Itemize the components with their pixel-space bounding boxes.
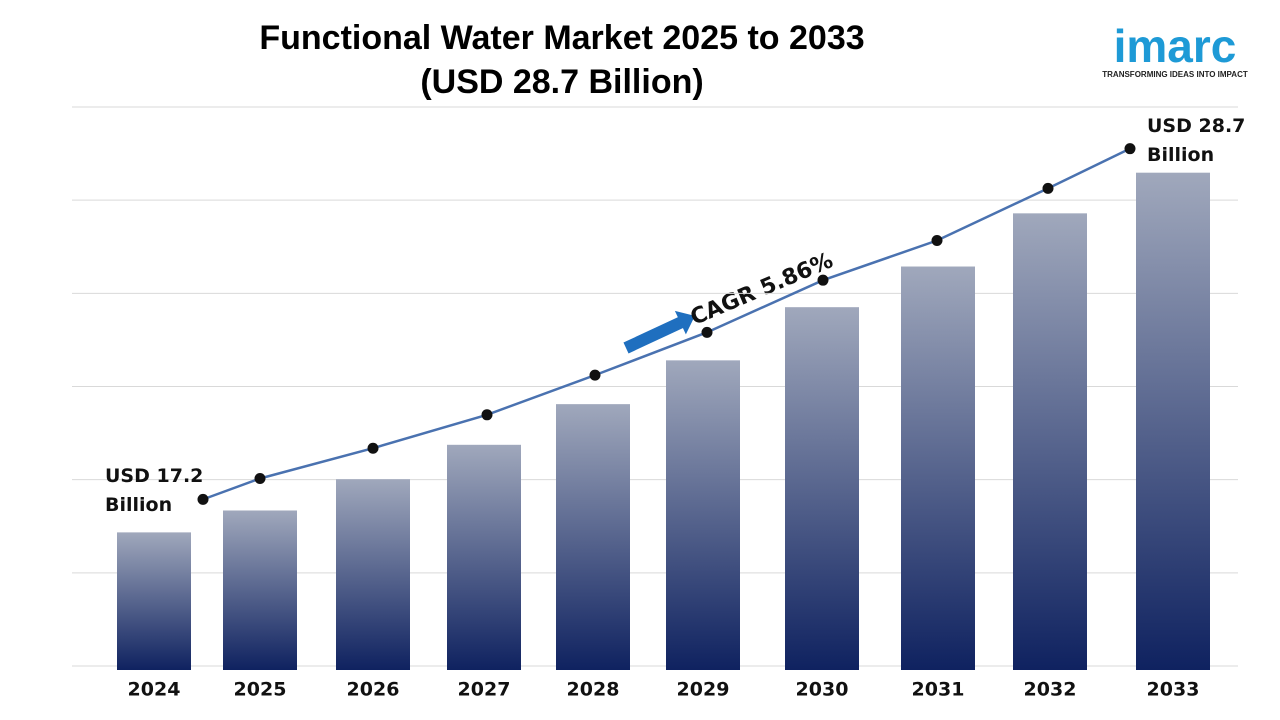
logo-tagline: TRANSFORMING IDEAS INTO IMPACT: [1102, 70, 1248, 79]
bar: [556, 404, 630, 670]
cagr-arrow: [623, 310, 695, 354]
bar: [785, 307, 859, 670]
bar: [117, 532, 191, 670]
chart-subtitle: (USD 28.7 Billion): [420, 63, 703, 101]
bar: [1136, 172, 1210, 670]
x-tick-label: 2027: [458, 679, 511, 701]
line-point: [197, 493, 209, 505]
line-point: [367, 442, 379, 454]
x-tick-label: 2030: [796, 679, 849, 701]
chart-title: Functional Water Market 2025 to 2033: [259, 19, 864, 57]
line-point: [931, 235, 943, 247]
line-point: [481, 409, 493, 421]
bar: [666, 360, 740, 670]
bar: [336, 479, 410, 670]
x-tick-label: 2032: [1024, 679, 1077, 701]
x-tick-label: 2028: [567, 679, 620, 701]
bar: [901, 266, 975, 670]
line-point: [817, 274, 829, 286]
x-tick-label: 2026: [347, 679, 400, 701]
line-point: [1124, 143, 1136, 155]
bar: [223, 510, 297, 670]
line-point: [254, 472, 266, 484]
x-tick-label: 2025: [234, 679, 287, 701]
logo: imarc: [1114, 20, 1237, 72]
bar: [447, 444, 521, 670]
bar: [1013, 213, 1087, 670]
trend-line: [202, 147, 1131, 501]
value-label: USD 28.7 Billion: [1147, 114, 1246, 166]
line-point: [589, 369, 601, 381]
x-tick-label: 2029: [677, 679, 730, 701]
x-tick-label: 2024: [128, 679, 181, 701]
value-label: USD 17.2 Billion: [105, 465, 204, 517]
line-point: [1042, 182, 1054, 194]
x-tick-label: 2033: [1147, 679, 1200, 701]
line-point: [701, 326, 713, 338]
x-tick-label: 2031: [912, 679, 965, 701]
